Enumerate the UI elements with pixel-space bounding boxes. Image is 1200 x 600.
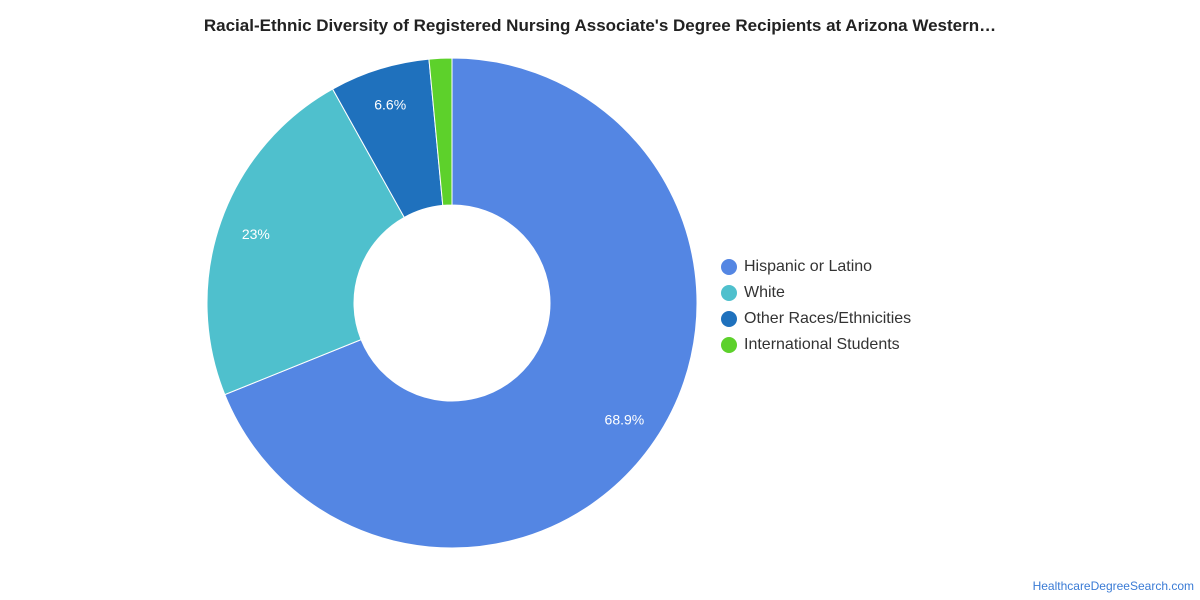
legend-label: Hispanic or Latino <box>744 258 873 275</box>
legend-item-hispanic-or-latino[interactable]: Hispanic or Latino <box>721 254 911 280</box>
legend-label: Other Races/Ethnicities <box>744 310 912 327</box>
legend-swatch-icon <box>721 259 737 275</box>
legend-label: International Students <box>744 336 900 353</box>
slice-white[interactable] <box>206 88 405 396</box>
legend-item-international-students[interactable]: International Students <box>721 332 911 358</box>
slice-label: 23% <box>242 226 270 242</box>
legend-item-white[interactable]: White <box>721 280 911 306</box>
chart-title: Racial-Ethnic Diversity of Registered Nu… <box>203 16 997 35</box>
legend-swatch-icon <box>721 285 737 301</box>
slice-label: 6.6% <box>374 96 406 112</box>
legend-swatch-icon <box>721 337 737 353</box>
source-link[interactable]: HealthcareDegreeSearch.com <box>1032 579 1194 593</box>
legend-label: White <box>744 284 785 301</box>
slice-hispanic-or-latino[interactable] <box>224 57 698 549</box>
slice-label: 68.9% <box>605 411 645 427</box>
legend-item-other-races[interactable]: Other Races/Ethnicities <box>721 306 911 332</box>
legend: Hispanic or Latino White Other Races/Eth… <box>721 254 911 358</box>
legend-swatch-icon <box>721 311 737 327</box>
slice-international-students[interactable] <box>428 57 453 206</box>
